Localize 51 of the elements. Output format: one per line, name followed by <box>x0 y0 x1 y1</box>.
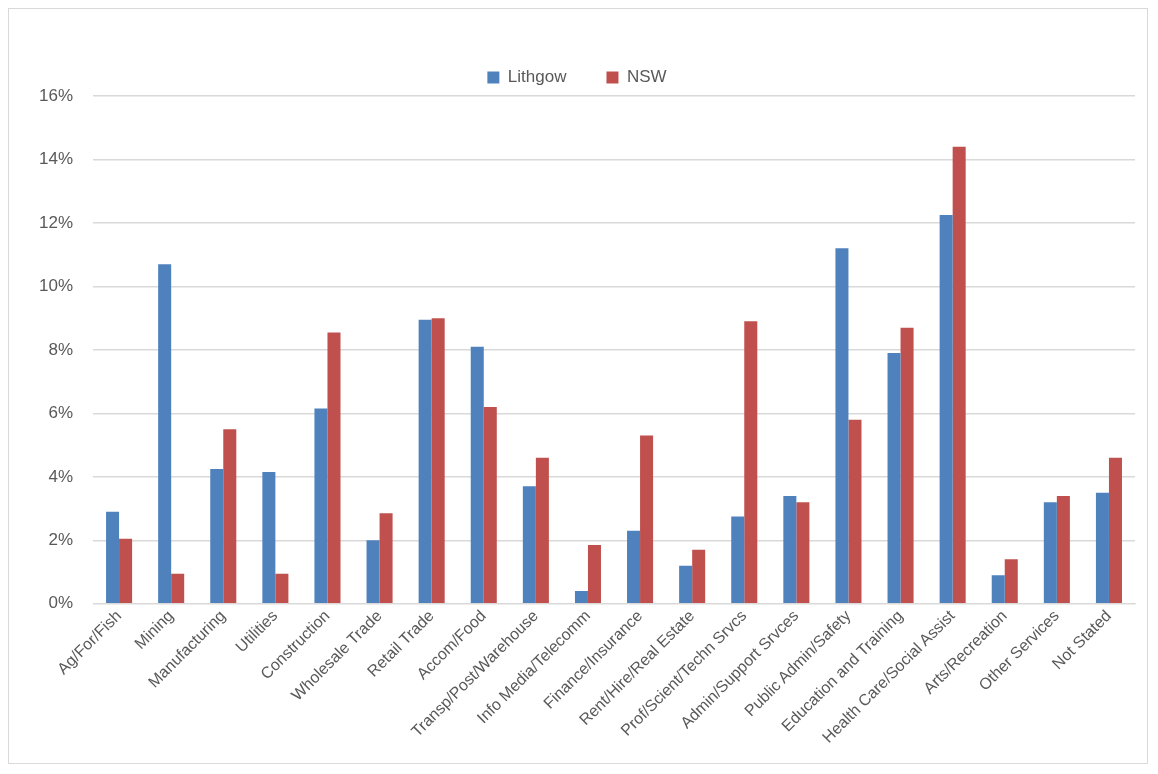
bar <box>848 419 862 604</box>
bar <box>744 321 758 604</box>
bar <box>522 486 536 604</box>
legend-label: Lithgow <box>507 67 568 87</box>
y-tick-label: 2% <box>48 529 74 549</box>
bar <box>679 565 693 604</box>
bar <box>275 573 289 604</box>
y-tick-label: 12% <box>38 212 74 232</box>
bar <box>210 468 224 604</box>
bar <box>692 549 706 604</box>
bar <box>119 538 133 604</box>
y-tick-label: 14% <box>38 149 74 169</box>
bar <box>431 318 445 604</box>
bar <box>1108 457 1122 604</box>
bar <box>483 407 497 604</box>
y-tick-label: 0% <box>48 593 74 613</box>
bar <box>640 435 654 604</box>
bar <box>627 530 641 604</box>
bar <box>314 408 328 604</box>
bar <box>1095 492 1109 604</box>
bar <box>106 511 120 604</box>
bar <box>171 573 185 604</box>
bar <box>939 215 953 604</box>
bar <box>783 495 797 604</box>
bar <box>366 540 380 604</box>
y-tick-label: 6% <box>48 403 74 423</box>
bar <box>418 319 432 604</box>
bar <box>262 472 276 604</box>
bar <box>731 516 745 604</box>
bar <box>1043 502 1057 604</box>
bar <box>379 513 393 604</box>
legend-label: NSW <box>626 67 667 87</box>
bar <box>535 457 549 604</box>
bar <box>991 575 1005 604</box>
bar <box>887 353 901 604</box>
bar <box>1056 495 1070 604</box>
bar <box>835 248 849 604</box>
y-tick-label: 8% <box>48 339 74 359</box>
bar <box>796 502 810 604</box>
bar <box>952 146 966 604</box>
bar <box>223 429 237 604</box>
y-tick-label: 16% <box>38 85 74 105</box>
bar <box>587 545 601 604</box>
y-tick-label: 10% <box>38 276 74 296</box>
y-tick-label: 4% <box>48 466 74 486</box>
bar <box>158 264 172 604</box>
bar <box>900 327 914 604</box>
bar <box>1004 559 1018 604</box>
bar <box>327 332 341 604</box>
bar <box>574 591 588 604</box>
bar <box>470 346 484 604</box>
